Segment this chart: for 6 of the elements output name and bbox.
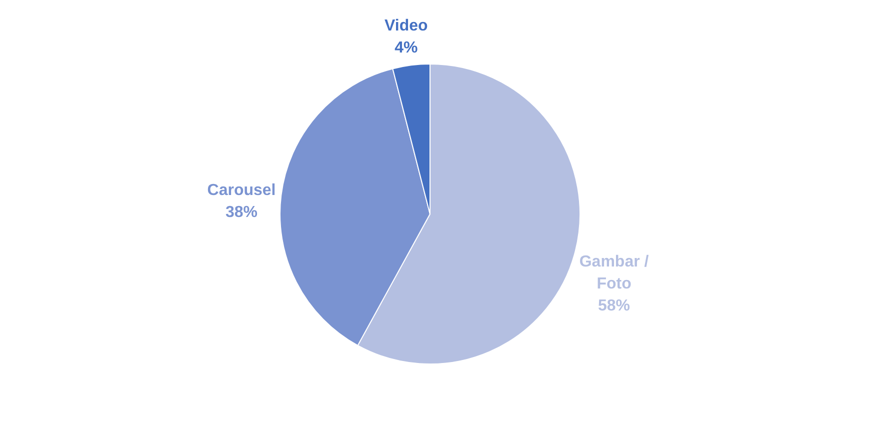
slice-label: Carousel (207, 182, 276, 200)
data-label: 58% (598, 297, 630, 314)
slice-label: Gambar / Foto (579, 253, 650, 292)
data-label: 4% (394, 40, 418, 56)
data-label: 38% (225, 204, 258, 222)
slice-label: Video (384, 18, 428, 34)
